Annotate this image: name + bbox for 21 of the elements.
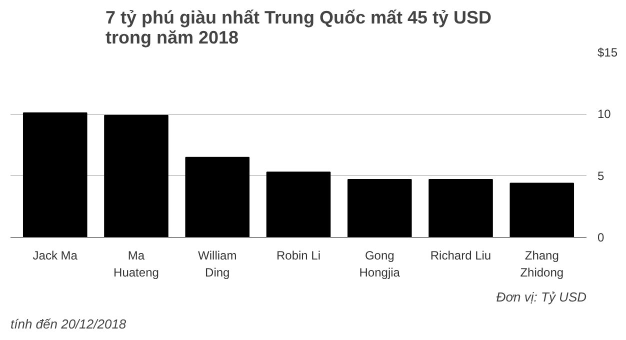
x-tick-label: Jack Ma (32, 248, 78, 262)
y-tick-label: 0 (598, 230, 604, 244)
y-tick-label: 5 (598, 168, 604, 183)
x-tick-label: Zhang Zhidong (520, 248, 564, 280)
bar (185, 156, 250, 238)
bar (266, 172, 331, 238)
bar (22, 112, 88, 238)
y-tick-label: 10 (598, 107, 612, 122)
y-tick-label: $15 (598, 46, 618, 60)
x-tick-label: Gong Hongjia (359, 248, 400, 280)
bar (428, 179, 493, 238)
chart-title: 7 tỷ phú giàu nhất Trung Quốc mất 45 tỷ USD trong năm 2018 (105, 8, 492, 48)
text: Đơn vị: Tỷ USD (496, 290, 587, 304)
bar (347, 179, 412, 238)
x-tick-label: Ma Huateng (114, 248, 159, 280)
bar (104, 114, 168, 238)
x-tick-label: Robin Li (276, 248, 321, 262)
bar (510, 182, 574, 238)
x-tick-label: Richard Liu (430, 248, 492, 262)
text: tính đến 20/12/2018 (10, 316, 127, 332)
x-tick-label: William Ding (198, 248, 237, 280)
